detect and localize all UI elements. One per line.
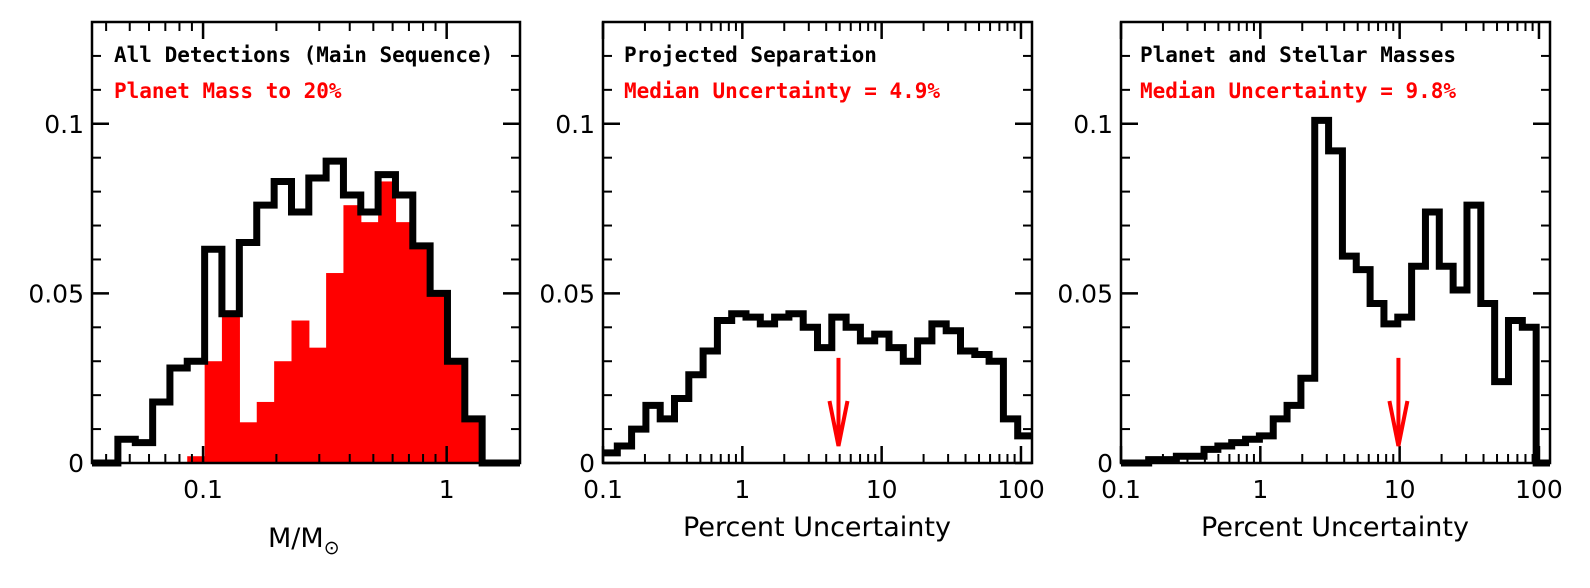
y-tick-label-0: 0 [579, 449, 595, 478]
red-histogram-fills [187, 181, 483, 463]
histogram-bar-red-4 [256, 401, 275, 463]
histogram-bar-red-1 [204, 361, 223, 463]
median-arrow [1387, 357, 1410, 447]
panel-subtitle: Median Uncertainty = 4.9% [624, 79, 940, 103]
x-axis-label-main: M/M [268, 523, 324, 554]
histogram-bar-red-0 [187, 456, 206, 463]
plot-frame [601, 20, 1034, 465]
panel-title: Projected Separation [624, 43, 877, 67]
sun-symbol-subscript: ⊙ [324, 537, 340, 559]
histogram-step-line-0 [92, 157, 520, 467]
histogram-step-line-0 [1121, 116, 1550, 467]
x-axis-label: Percent Uncertainty [1201, 512, 1469, 543]
y-tick-label-2: 0.1 [1073, 110, 1113, 139]
x-tick-label-0: 0.1 [183, 475, 223, 504]
histogram-bar-red-11 [378, 181, 397, 463]
y-tick-label-0: 0 [1097, 449, 1113, 478]
panel-projected-separation: 0.1 1 10 100 0 0.05 0.1 Projected Separation M… [539, 20, 1045, 543]
axis-ticks: 0.1 1 0 0.05 0.1 [28, 21, 520, 504]
histogram-bar-red-12 [395, 222, 414, 463]
panel-mass-distribution: 0.1 1 0 0.05 0.1 All Detections (Main Sequen… [28, 20, 522, 559]
y-tick-label-2: 0.1 [555, 110, 595, 139]
histogram-bar-red-2 [221, 310, 240, 463]
histogram-bar-red-9 [343, 205, 362, 463]
histogram-bar-red-14 [430, 293, 449, 463]
black-histogram-steps [1121, 116, 1550, 467]
y-tick-label-2: 0.1 [44, 110, 84, 139]
histogram-bar-red-6 [291, 320, 310, 463]
black-histogram-steps [603, 310, 1032, 457]
y-tick-label-1: 0.05 [1057, 279, 1113, 308]
y-tick-label-0: 0 [68, 449, 84, 478]
plot-frame [1119, 20, 1552, 465]
x-tick-label-1: 1 [734, 475, 750, 504]
x-axis-label: Percent Uncertainty [683, 512, 951, 543]
panel-title: Planet and Stellar Masses [1140, 43, 1456, 67]
x-tick-label-0: 0.1 [1101, 475, 1141, 504]
x-tick-label-0: 0.1 [583, 475, 623, 504]
plot-frame [90, 20, 522, 465]
histogram-bar-red-3 [239, 422, 258, 463]
histogram-bar-red-8 [326, 273, 345, 463]
histogram-bar-red-13 [412, 245, 431, 463]
histogram-bar-red-16 [464, 418, 483, 463]
x-tick-label-3: 100 [1515, 475, 1563, 504]
histogram-step-line-0 [603, 310, 1032, 457]
histogram-bar-red-7 [308, 347, 327, 463]
histogram-bar-red-5 [274, 361, 293, 463]
x-tick-label-2: 10 [866, 475, 898, 504]
x-tick-label-1: 1 [439, 475, 455, 504]
x-axis-label: M/M⊙ [268, 523, 340, 559]
axis-ticks: 0.1 1 10 100 0 0.05 0.1 [1057, 21, 1563, 504]
black-histogram-steps [92, 157, 520, 467]
median-arrow-head [827, 400, 850, 447]
histogram-bar-red-15 [447, 361, 466, 463]
x-tick-label-3: 100 [997, 475, 1045, 504]
x-tick-label-1: 1 [1252, 475, 1268, 504]
panel-subtitle: Planet Mass to 20% [114, 79, 342, 103]
y-tick-label-1: 0.05 [539, 279, 595, 308]
histogram-bar-red-10 [360, 222, 379, 463]
median-arrow [827, 357, 850, 447]
panel-subtitle: Median Uncertainty = 9.8% [1140, 79, 1456, 103]
panel-title: All Detections (Main Sequence) [114, 43, 493, 67]
axis-ticks: 0.1 1 10 100 0 0.05 0.1 [539, 21, 1045, 504]
x-tick-label-2: 10 [1384, 475, 1416, 504]
median-arrow-head [1387, 400, 1410, 447]
panel-planet-stellar-masses: 0.1 1 10 100 0 0.05 0.1 Planet and Stellar Mas… [1057, 20, 1563, 543]
y-tick-label-1: 0.05 [28, 279, 84, 308]
